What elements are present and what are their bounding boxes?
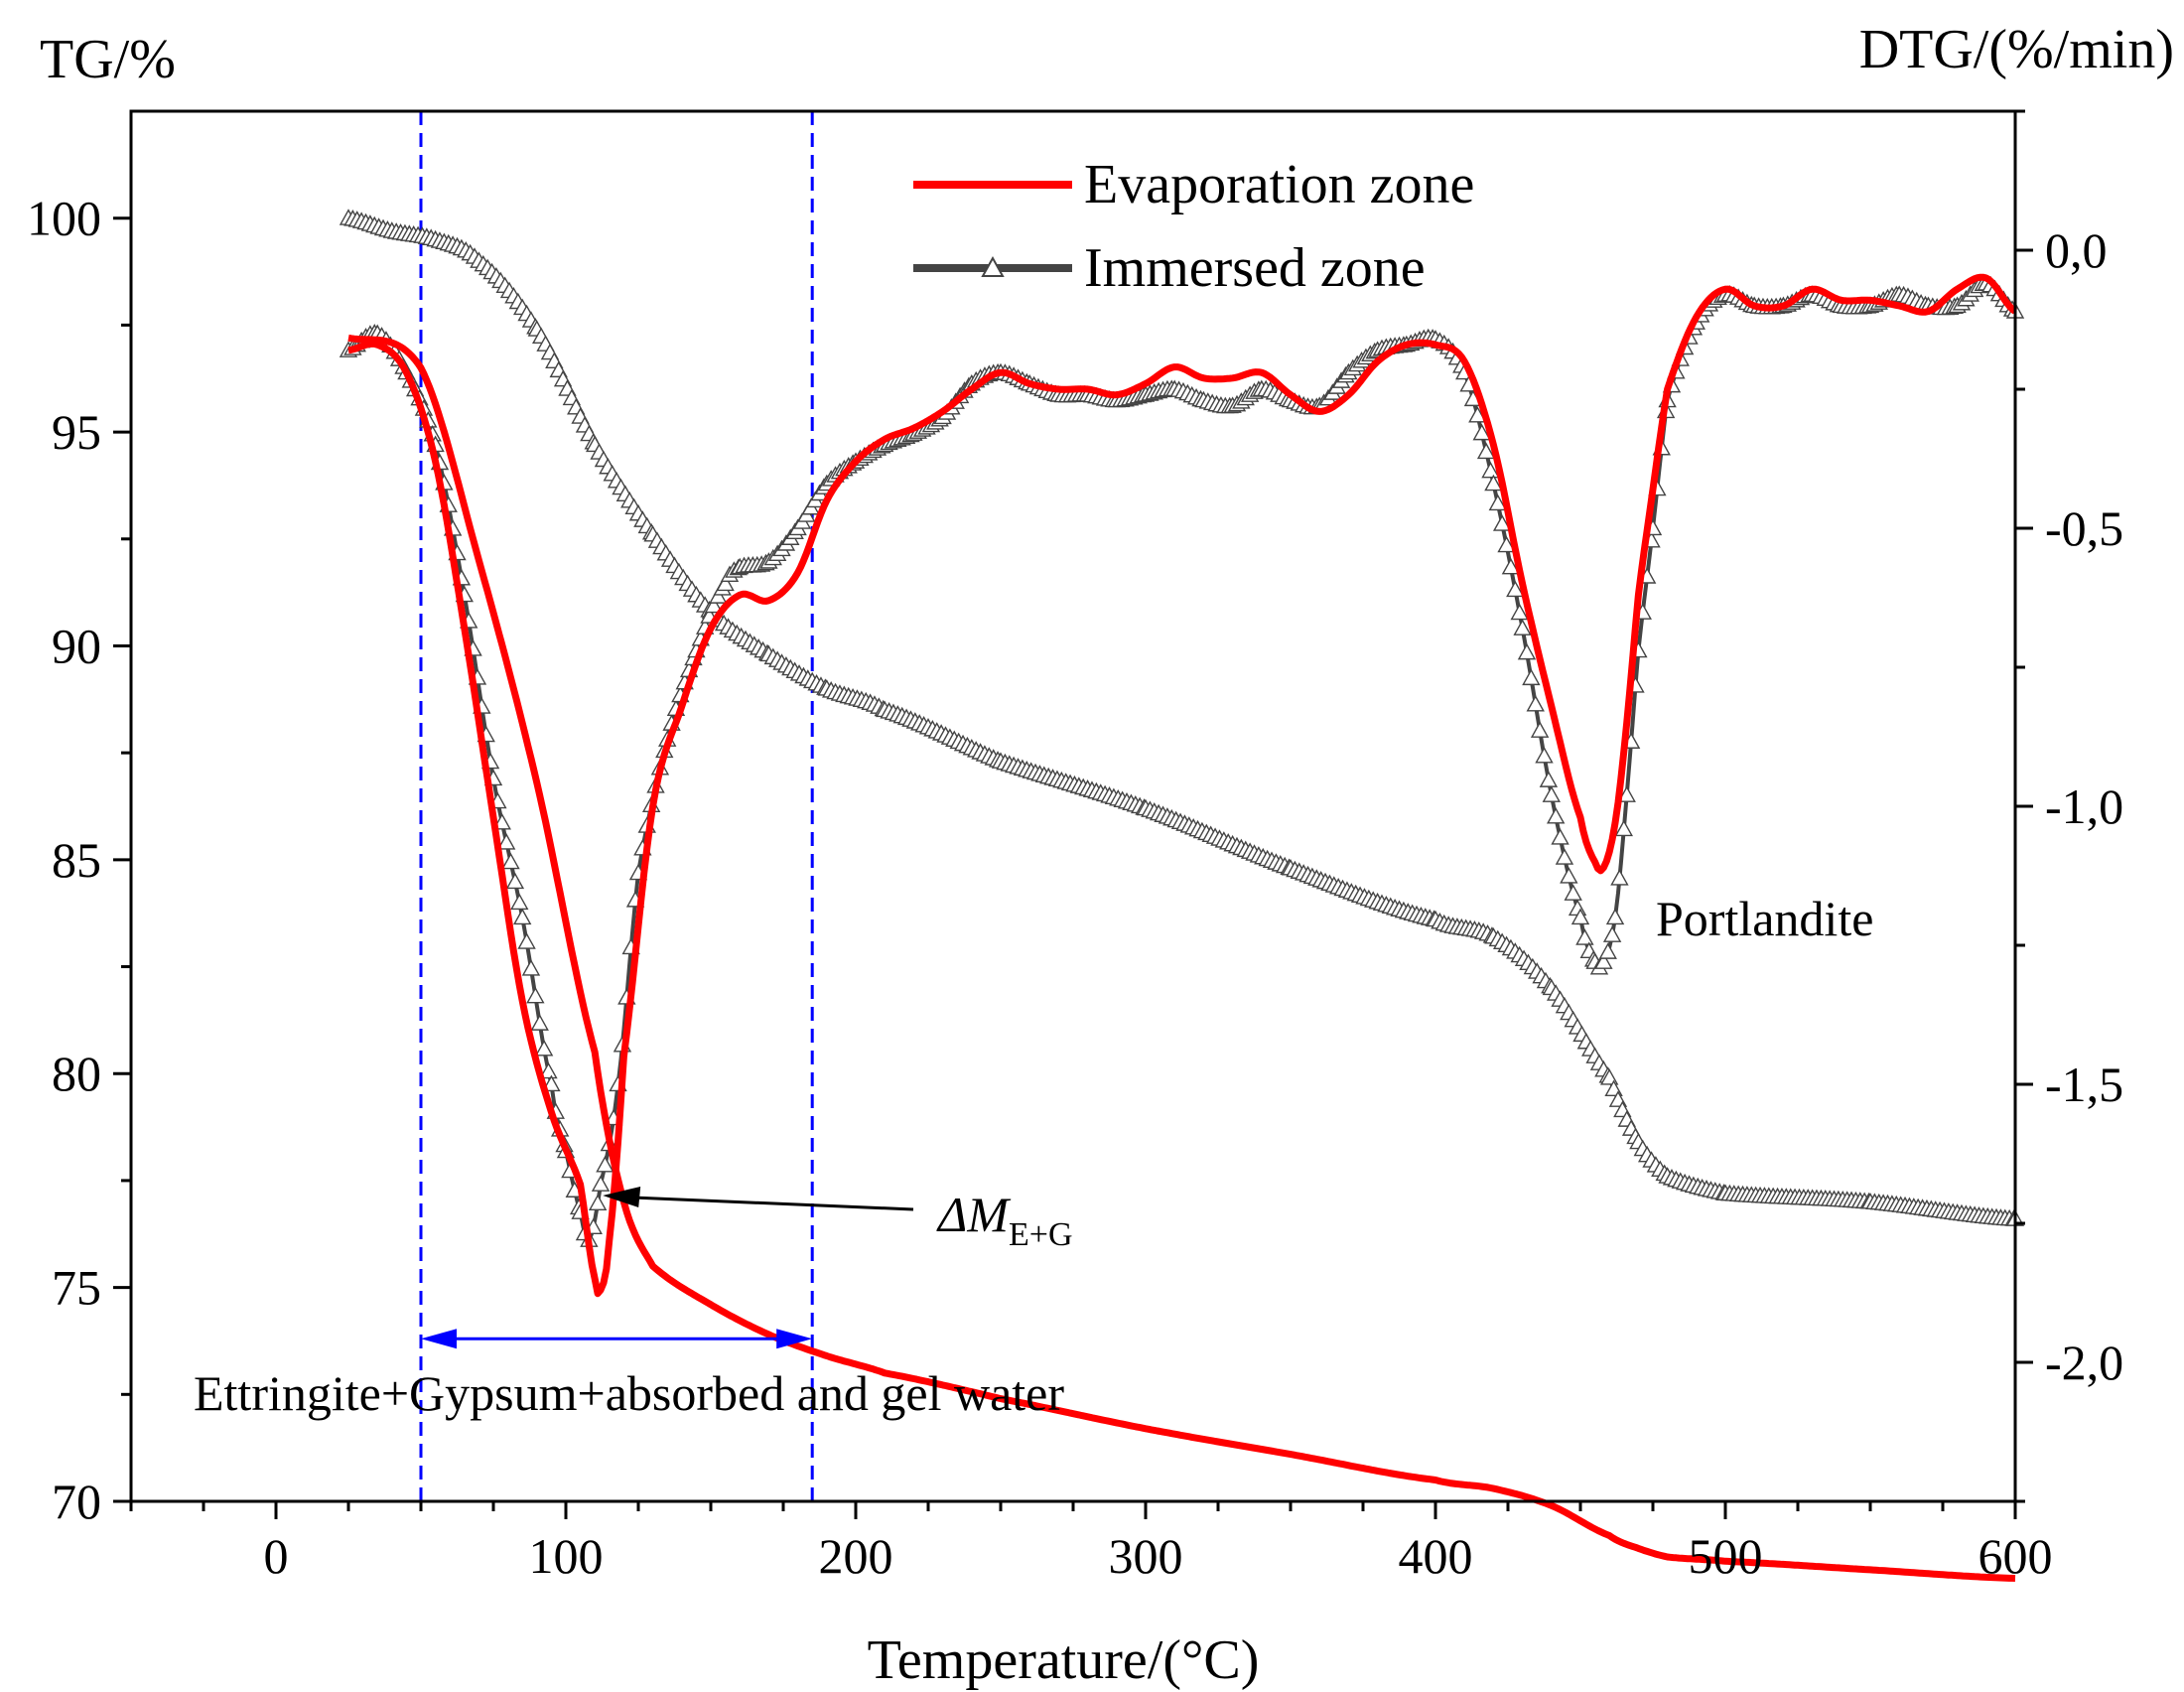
evaporation-dtg-line [347,273,2018,1298]
immersed-dtg-point [1526,694,1545,712]
immersed-dtg-point [1506,580,1525,598]
delta-m-arrow-head [603,1187,641,1207]
y-left-tick-label: 85 [52,832,101,888]
y-left-tick-label: 70 [52,1474,101,1529]
range-annotation: Ettringite+Gypsum+absorbed and gel water [194,1365,1064,1421]
immersed-dtg-point [1530,721,1550,738]
immersed-dtg-point [588,1194,608,1211]
x-tick-label: 500 [1689,1528,1763,1584]
immersed-dtg-point [530,1014,549,1031]
delta-m-annotation: ΔME+G [936,1187,1073,1253]
immersed-dtg-point [1510,603,1529,621]
immersed-dtg-point [1564,884,1582,901]
y-right-tick-label: -2,0 [2045,1335,2123,1390]
immersed-dtg-point [1617,785,1636,802]
y-left-tick-label: 95 [52,404,101,460]
y-right-tick-label: 0,0 [2045,222,2108,278]
y-axis-right-title: DTG/(%/min) [1859,19,2174,80]
immersed-dtg-point [1535,746,1554,764]
immersed-dtg-point [1501,557,1521,575]
immersed-dtg-point [1472,423,1491,441]
x-tick-label: 400 [1399,1528,1473,1584]
immersed-dtg-point [1594,952,1613,969]
immersed-dtg-point [1560,867,1578,884]
immersed-dtg-point [1598,942,1617,959]
immersed-dtg-point [1539,771,1559,787]
x-tick-label: 100 [529,1528,604,1584]
immersed-dtg-point [1605,908,1625,925]
y-left-tick-label: 100 [27,191,101,246]
immersed-dtg-point [521,959,541,976]
immersed-dtg-point [591,1175,611,1192]
x-tick-label: 200 [819,1528,893,1584]
immersed-dtg-point [1488,494,1507,511]
immersed-dtg-point [496,833,516,850]
immersed-dtg-point [1614,819,1633,837]
immersed-dtg-point [709,587,728,604]
x-tick-label: 300 [1109,1528,1183,1584]
immersed-dtg-point [1542,785,1561,802]
immersed-dtg-point [716,574,735,592]
immersed-dtg-point [1575,928,1594,945]
immersed-dtg-point [704,596,724,614]
y-axis-left-title: TG/% [40,29,176,90]
y-left-tick-label: 80 [52,1046,101,1101]
legend-evaporation-label: Evaporation zone [1084,154,1474,215]
y-right-tick-label: -0,5 [2045,500,2123,556]
portlandite-annotation: Portlandite [1656,891,1873,946]
immersed-dtg-point [1497,535,1516,553]
range-arrow-right-head [776,1329,813,1349]
evaporation-tg-line [347,334,2016,1582]
immersed-dtg-point [1481,461,1500,479]
immersed-dtg-point [501,852,520,870]
immersed-dtg-point [1568,899,1587,916]
immersed-dtg-point [1602,925,1622,942]
x-tick-label: 600 [1979,1528,2053,1584]
immersed-dtg-point [1610,869,1629,886]
immersed-dtg-point [542,1074,561,1092]
immersed-dtg-point [539,1061,558,1079]
immersed-dtg-point [513,908,532,925]
legend-immersed-label: Immersed zone [1084,237,1426,299]
x-axis-title: Temperature/(°C) [868,1629,1260,1691]
immersed-dtg-point [1513,619,1532,635]
immersed-dtg-point [526,986,545,1004]
immersed-dtg-point [1484,474,1503,492]
immersed-dtg-point [534,1039,554,1057]
y-right-tick-label: -1,0 [2045,778,2123,834]
immersed-dtg-point [1570,908,1590,925]
y-left-tick-label: 90 [52,618,101,673]
delta-m-subscript: E+G [1009,1216,1073,1253]
immersed-dtg-point [1492,514,1512,531]
y-left-tick-label: 75 [52,1260,101,1316]
x-tick-label: 0 [264,1528,289,1584]
immersed-dtg-point [1476,442,1496,460]
immersed-dtg-point [1551,828,1570,845]
legend-immersed-marker [981,255,1005,277]
immersed-dtg-point [1546,807,1566,824]
plot-frame [129,109,2017,1503]
immersed-dtg-point [596,1155,614,1173]
immersed-dtg-point [510,893,529,911]
range-arrow-left-head [421,1329,457,1349]
immersed-dtg-point [1555,848,1574,865]
delta-m-arrow-line [632,1196,914,1211]
immersed-dtg-point [517,932,536,949]
immersed-dtg-point [1522,668,1541,686]
legend: Evaporation zone Immersed zone [913,154,1474,299]
immersed-dtg-point [505,872,525,890]
immersed-dtg-point [1517,642,1537,660]
y-right-tick-label: -1,5 [2045,1057,2123,1112]
